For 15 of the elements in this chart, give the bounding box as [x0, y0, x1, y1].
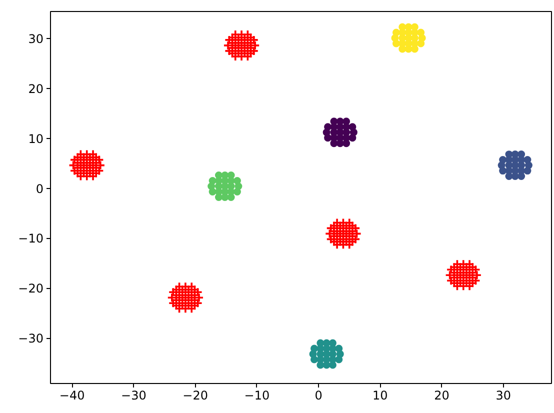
y-tick-label: −20: [18, 282, 44, 296]
x-tick-label: −20: [182, 388, 208, 402]
y-tick-label: 10: [28, 132, 44, 146]
x-tick-label: −30: [121, 388, 146, 402]
x-tick-label: 0: [314, 388, 322, 402]
x-tick-label: −40: [59, 388, 85, 402]
x-tick-label: 10: [372, 388, 388, 402]
x-tick-label: −10: [244, 388, 270, 402]
y-tick-label: 30: [28, 32, 44, 46]
y-tick-label: 0: [36, 182, 44, 196]
x-tick-label: 30: [496, 388, 512, 402]
y-tick-label: −10: [18, 232, 44, 246]
y-tick-label: 20: [28, 82, 44, 96]
x-tick-label: 20: [434, 388, 450, 402]
y-tick-label: −30: [18, 332, 44, 346]
